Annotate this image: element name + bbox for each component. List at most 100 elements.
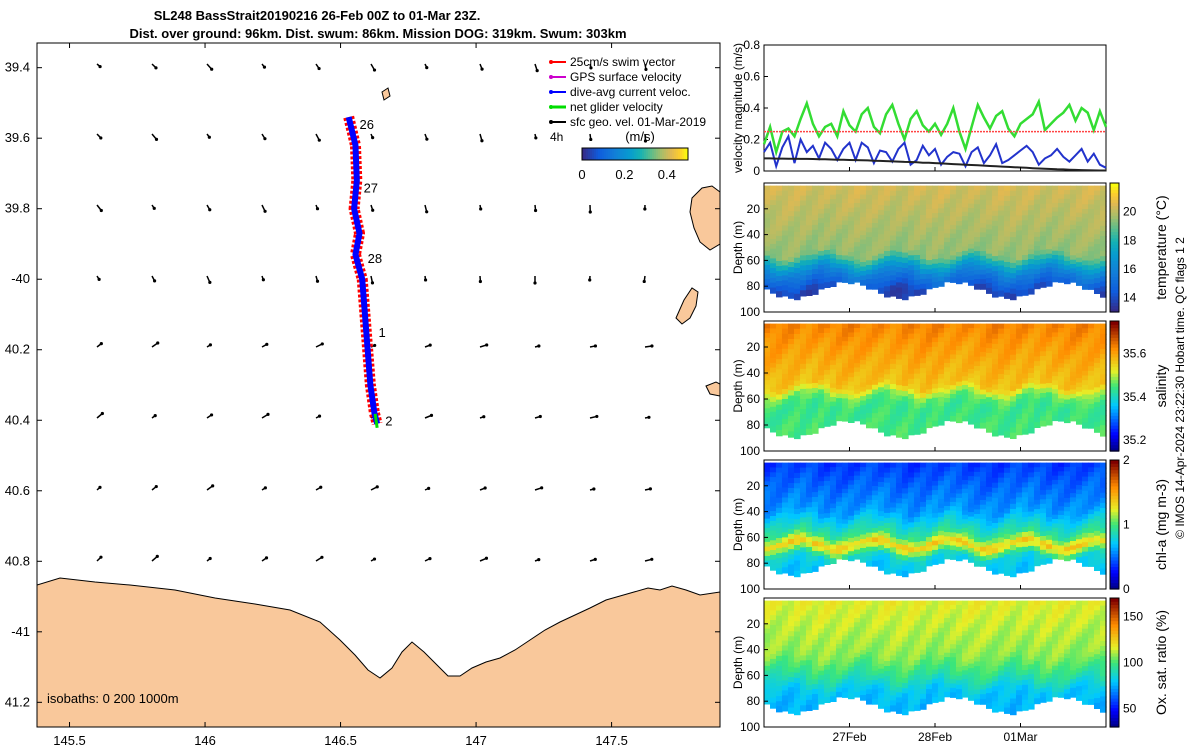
section-cell bbox=[824, 614, 831, 621]
section-colorbar-cell bbox=[1110, 421, 1119, 426]
section-cell bbox=[788, 462, 795, 469]
section-cell bbox=[866, 642, 873, 649]
section-cell bbox=[836, 332, 843, 338]
section-cell bbox=[842, 358, 849, 365]
section-cell bbox=[824, 383, 831, 390]
section-cell bbox=[986, 282, 993, 289]
section-cell bbox=[878, 348, 885, 355]
section-cell bbox=[938, 691, 945, 698]
section-cell bbox=[824, 388, 831, 395]
section-cell bbox=[770, 649, 777, 656]
section-cell bbox=[884, 389, 891, 396]
section-cell bbox=[800, 502, 807, 509]
section-cell bbox=[956, 408, 963, 415]
section-cell bbox=[782, 255, 789, 262]
section-cell bbox=[1010, 226, 1017, 234]
section-cell bbox=[770, 668, 777, 675]
section-cell bbox=[950, 554, 957, 560]
island-4 bbox=[381, 87, 391, 101]
section-cell bbox=[980, 523, 987, 530]
section-cell bbox=[926, 232, 933, 239]
section-cell bbox=[782, 333, 789, 340]
section-cell bbox=[950, 211, 957, 218]
section-ylabel: Depth (m) bbox=[731, 359, 745, 412]
section-cell bbox=[968, 323, 975, 330]
section-cell bbox=[854, 519, 861, 525]
section-cell bbox=[818, 417, 825, 424]
section-colorbar-tick: 18 bbox=[1123, 233, 1137, 247]
section-cell bbox=[1082, 486, 1089, 492]
section-cell bbox=[938, 627, 945, 634]
section-cell bbox=[956, 194, 963, 200]
section-cell bbox=[770, 411, 777, 418]
section-cell bbox=[824, 517, 831, 524]
section-cell bbox=[938, 240, 945, 246]
section-cell bbox=[866, 476, 873, 483]
surface-vector-head bbox=[589, 137, 593, 142]
section-cell bbox=[1046, 467, 1053, 473]
section-cell bbox=[854, 415, 861, 422]
section-cell bbox=[1022, 235, 1029, 242]
section-cell bbox=[800, 220, 807, 227]
section-cell bbox=[836, 349, 843, 356]
section-cell bbox=[1028, 343, 1035, 350]
section-cell bbox=[800, 655, 807, 662]
section-cell bbox=[938, 406, 945, 412]
section-cell bbox=[950, 229, 957, 235]
section-cell bbox=[806, 537, 813, 544]
section-cell bbox=[1058, 336, 1065, 343]
section-cell bbox=[842, 259, 849, 266]
section-cell bbox=[770, 287, 777, 294]
section-cell bbox=[764, 651, 771, 658]
section-cell bbox=[1076, 548, 1083, 554]
section-cell bbox=[896, 533, 903, 541]
section-cell bbox=[812, 506, 819, 513]
section-cell bbox=[860, 230, 867, 237]
section-cell bbox=[1100, 502, 1107, 510]
section-cell bbox=[1040, 494, 1047, 501]
section-cell bbox=[1094, 185, 1101, 192]
section-cell bbox=[872, 255, 879, 262]
section-cell bbox=[1004, 405, 1011, 413]
section-cell bbox=[800, 250, 807, 257]
section-cell bbox=[956, 225, 963, 232]
section-cell bbox=[992, 190, 999, 197]
section-cell bbox=[878, 338, 885, 345]
section-cell bbox=[860, 650, 867, 656]
section-cell bbox=[890, 605, 897, 612]
section-cell bbox=[794, 417, 801, 424]
section-cell bbox=[1100, 420, 1107, 427]
section-cell bbox=[920, 541, 927, 548]
section-cell bbox=[920, 239, 927, 246]
section-cell bbox=[1076, 521, 1083, 527]
section-cell bbox=[1034, 361, 1041, 367]
section-cell bbox=[1076, 530, 1083, 536]
section-cell bbox=[944, 229, 951, 235]
section-cell bbox=[950, 674, 957, 681]
section-cell bbox=[812, 358, 819, 365]
section-cell bbox=[1076, 280, 1083, 286]
section-cell bbox=[1004, 390, 1011, 397]
section-ytick-label: 80 bbox=[747, 556, 761, 570]
section-cell bbox=[1076, 194, 1083, 201]
section-cell bbox=[956, 622, 963, 629]
section-cell bbox=[932, 517, 939, 524]
section-cell bbox=[1010, 201, 1017, 208]
section-cell bbox=[824, 651, 831, 657]
section-cell bbox=[770, 692, 777, 699]
section-cell bbox=[788, 477, 795, 485]
section-cell bbox=[836, 207, 843, 213]
section-cell bbox=[818, 398, 825, 405]
section-cell bbox=[1052, 553, 1059, 560]
section-cell bbox=[782, 424, 789, 431]
section-cell bbox=[914, 225, 921, 232]
section-cell bbox=[1052, 536, 1059, 542]
section-cell bbox=[1046, 535, 1053, 541]
section-cell bbox=[770, 323, 777, 330]
section-cell bbox=[1034, 551, 1041, 557]
section-cell bbox=[800, 368, 807, 375]
section-cell bbox=[926, 623, 933, 630]
section-cell bbox=[980, 417, 987, 424]
section-cell bbox=[980, 375, 987, 382]
section-cell bbox=[908, 255, 915, 262]
